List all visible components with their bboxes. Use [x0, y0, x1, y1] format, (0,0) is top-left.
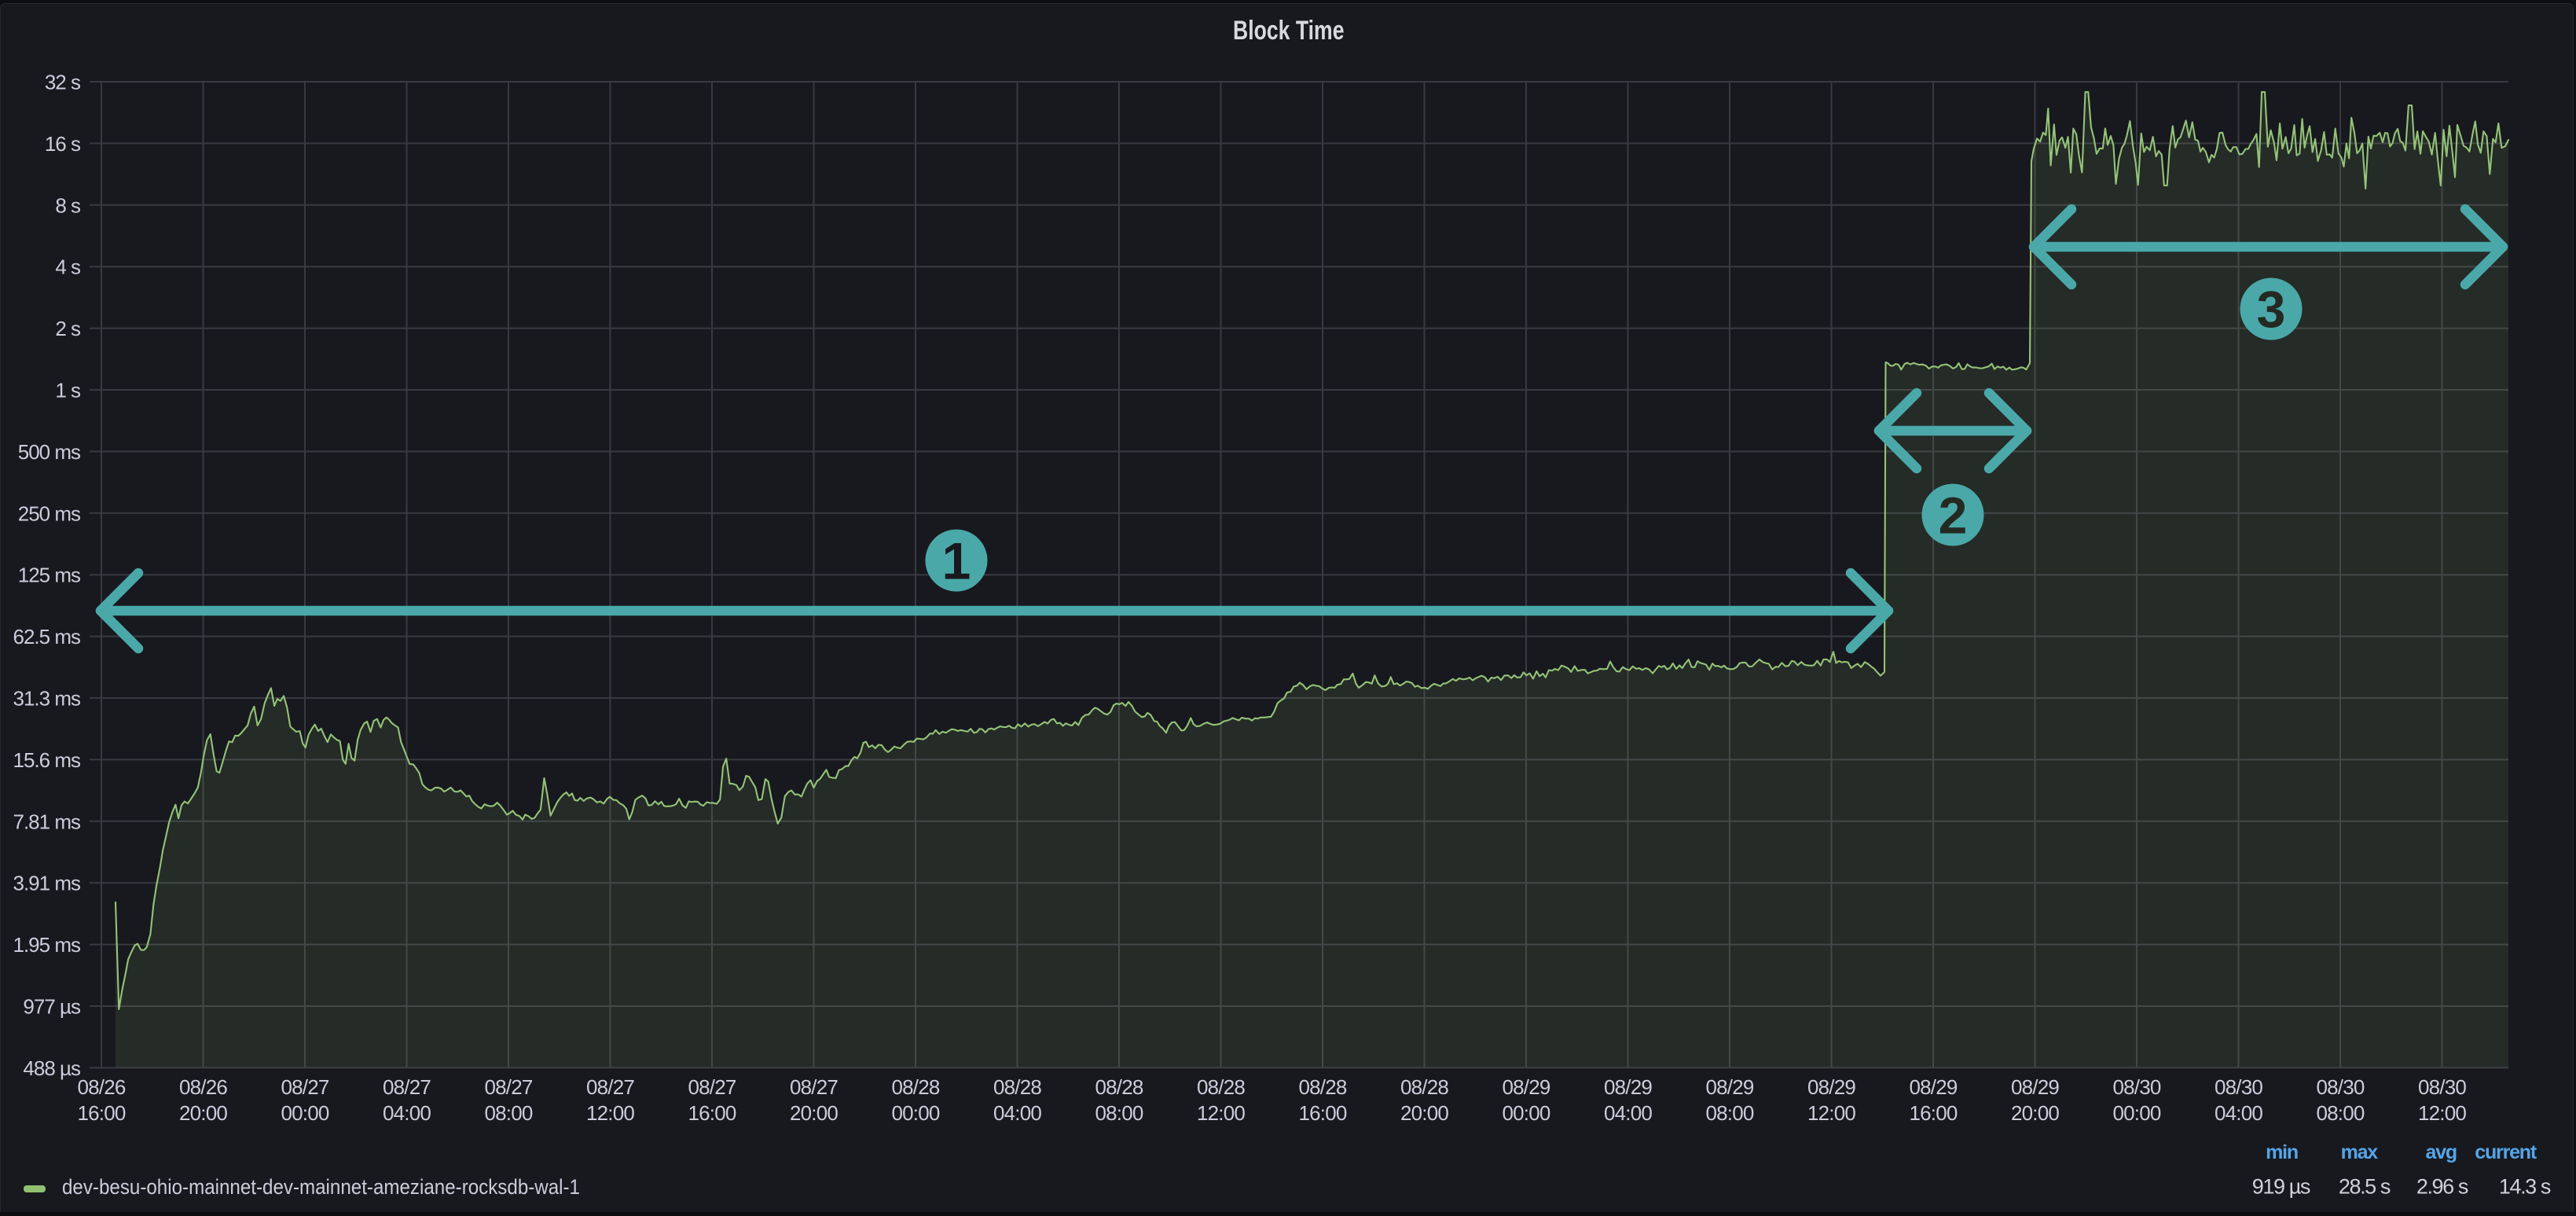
svg-text:00:00: 00:00 — [891, 1101, 939, 1125]
svg-text:08/29: 08/29 — [2011, 1075, 2059, 1099]
svg-text:15.6 ms: 15.6 ms — [13, 748, 81, 772]
svg-text:2 s: 2 s — [55, 317, 81, 340]
svg-text:12:00: 12:00 — [2418, 1101, 2466, 1125]
svg-text:08/28: 08/28 — [1095, 1075, 1143, 1099]
svg-text:04:00: 04:00 — [2215, 1101, 2262, 1125]
svg-text:2: 2 — [1939, 487, 1968, 545]
svg-text:31.3 ms: 31.3 ms — [13, 687, 81, 711]
svg-text:1.95 ms: 1.95 ms — [13, 933, 81, 957]
svg-text:min: min — [2266, 1141, 2298, 1163]
svg-text:1 s: 1 s — [55, 379, 81, 402]
svg-text:2.96 s: 2.96 s — [2416, 1175, 2468, 1199]
svg-text:12:00: 12:00 — [1197, 1101, 1245, 1125]
svg-text:28.5 s: 28.5 s — [2339, 1175, 2391, 1199]
svg-text:00:00: 00:00 — [281, 1101, 328, 1125]
svg-text:20:00: 20:00 — [179, 1101, 227, 1125]
svg-text:16:00: 16:00 — [688, 1101, 736, 1125]
svg-text:08/29: 08/29 — [1604, 1075, 1652, 1099]
svg-text:08/28: 08/28 — [1400, 1075, 1448, 1099]
svg-text:08:00: 08:00 — [1705, 1101, 1753, 1125]
svg-text:Block Time: Block Time — [1233, 16, 1345, 46]
svg-text:08/28: 08/28 — [1298, 1075, 1346, 1099]
svg-text:08/27: 08/27 — [790, 1075, 838, 1099]
svg-text:08/26: 08/26 — [77, 1075, 125, 1099]
svg-text:04:00: 04:00 — [1604, 1101, 1652, 1125]
svg-text:8 s: 8 s — [55, 193, 81, 217]
svg-text:08/27: 08/27 — [281, 1075, 328, 1099]
svg-text:16:00: 16:00 — [77, 1101, 125, 1125]
svg-text:16:00: 16:00 — [1298, 1101, 1346, 1125]
svg-text:04:00: 04:00 — [993, 1101, 1041, 1125]
svg-text:08/28: 08/28 — [891, 1075, 939, 1099]
svg-text:1: 1 — [942, 532, 971, 590]
svg-text:7.81 ms: 7.81 ms — [13, 810, 81, 833]
svg-text:08/29: 08/29 — [1705, 1075, 1753, 1099]
svg-text:08/29: 08/29 — [1502, 1075, 1550, 1099]
svg-text:250 ms: 250 ms — [18, 501, 81, 525]
svg-text:08/30: 08/30 — [2418, 1075, 2466, 1099]
svg-text:08/26: 08/26 — [179, 1075, 227, 1099]
svg-text:dev-besu-ohio-mainnet-dev-main: dev-besu-ohio-mainnet-dev-mainnet-amezia… — [62, 1175, 580, 1199]
svg-text:62.5 ms: 62.5 ms — [13, 625, 81, 648]
svg-text:3: 3 — [2257, 281, 2286, 339]
svg-text:08/29: 08/29 — [1807, 1075, 1855, 1099]
svg-text:08/27: 08/27 — [688, 1075, 736, 1099]
svg-text:12:00: 12:00 — [1807, 1101, 1855, 1125]
svg-text:08/30: 08/30 — [2215, 1075, 2262, 1099]
svg-text:32 s: 32 s — [45, 71, 81, 94]
svg-text:max: max — [2341, 1141, 2379, 1163]
svg-text:16:00: 16:00 — [1909, 1101, 1957, 1125]
svg-text:current: current — [2475, 1141, 2537, 1163]
svg-text:08/29: 08/29 — [1909, 1075, 1957, 1099]
svg-text:08/27: 08/27 — [383, 1075, 431, 1099]
svg-text:04:00: 04:00 — [383, 1101, 431, 1125]
svg-text:977 µs: 977 µs — [23, 995, 81, 1019]
svg-text:08/27: 08/27 — [586, 1075, 634, 1099]
svg-text:20:00: 20:00 — [790, 1101, 838, 1125]
svg-text:500 ms: 500 ms — [18, 440, 81, 464]
svg-text:08/28: 08/28 — [1197, 1075, 1245, 1099]
svg-text:avg: avg — [2426, 1141, 2457, 1163]
svg-text:08/28: 08/28 — [993, 1075, 1041, 1099]
svg-text:08:00: 08:00 — [484, 1101, 532, 1125]
svg-text:08/30: 08/30 — [2112, 1075, 2160, 1099]
svg-text:125 ms: 125 ms — [18, 564, 81, 587]
svg-text:3.91 ms: 3.91 ms — [13, 872, 81, 895]
svg-text:14.3 s: 14.3 s — [2499, 1175, 2551, 1199]
svg-text:08/30: 08/30 — [2316, 1075, 2364, 1099]
svg-text:00:00: 00:00 — [2112, 1101, 2160, 1125]
svg-text:12:00: 12:00 — [586, 1101, 634, 1125]
svg-text:08/27: 08/27 — [484, 1075, 532, 1099]
svg-text:4 s: 4 s — [55, 255, 81, 279]
svg-text:919 µs: 919 µs — [2252, 1175, 2310, 1199]
svg-text:20:00: 20:00 — [1400, 1101, 1448, 1125]
svg-text:08:00: 08:00 — [1095, 1101, 1143, 1125]
svg-text:00:00: 00:00 — [1502, 1101, 1550, 1125]
svg-text:488 µs: 488 µs — [23, 1056, 81, 1080]
svg-text:16 s: 16 s — [45, 132, 81, 156]
svg-text:08:00: 08:00 — [2316, 1101, 2364, 1125]
svg-text:20:00: 20:00 — [2011, 1101, 2059, 1125]
